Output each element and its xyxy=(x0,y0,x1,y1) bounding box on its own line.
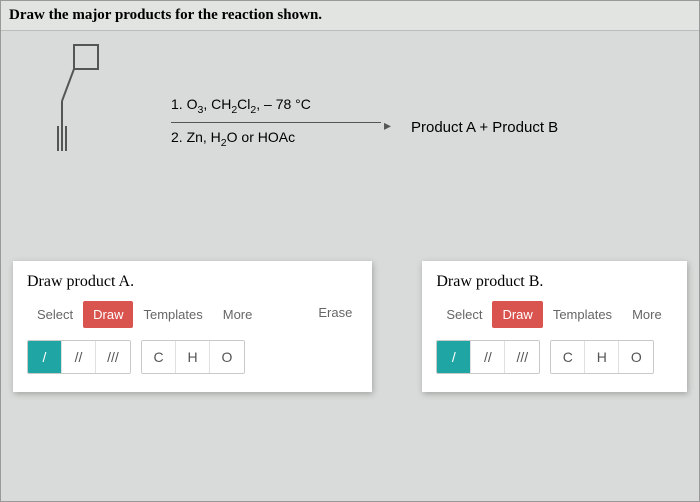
hydrogen-button[interactable]: H xyxy=(585,341,619,373)
arrowhead-icon: ▸ xyxy=(384,117,391,134)
reactant-structure xyxy=(56,41,116,161)
erase-button[interactable]: Erase xyxy=(318,305,352,320)
panel-product-a: Draw product A. Select Draw Templates Mo… xyxy=(13,261,372,392)
question-container: Draw the major products for the reaction… xyxy=(0,0,700,502)
panel-b-tools: / // /// C H O xyxy=(436,340,673,374)
bond-tools: / // /// xyxy=(27,340,131,374)
atom-tools: C H O xyxy=(550,340,654,374)
reaction-scheme: 1. O3, CH2Cl2, – 78 °C ▸ 2. Zn, H2O or H… xyxy=(1,31,699,261)
condition-step-1: 1. O3, CH2Cl2, – 78 °C xyxy=(171,96,401,116)
panel-product-b: Draw product B. Select Draw Templates Mo… xyxy=(422,261,687,392)
tab-more[interactable]: More xyxy=(213,301,263,328)
reaction-conditions: 1. O3, CH2Cl2, – 78 °C ▸ 2. Zn, H2O or H… xyxy=(171,96,401,149)
reaction-arrow: ▸ xyxy=(171,122,381,123)
atom-tools: C H O xyxy=(141,340,245,374)
double-bond-button[interactable]: // xyxy=(471,341,505,373)
double-bond-button[interactable]: // xyxy=(62,341,96,373)
tab-templates[interactable]: Templates xyxy=(543,301,622,328)
drawing-panels: Draw product A. Select Draw Templates Mo… xyxy=(1,261,699,392)
products-label: Product A + Product B xyxy=(411,119,558,136)
oxygen-button[interactable]: O xyxy=(210,341,244,373)
question-prompt: Draw the major products for the reaction… xyxy=(1,1,699,31)
triple-bond-button[interactable]: /// xyxy=(96,341,130,373)
oxygen-button[interactable]: O xyxy=(619,341,653,373)
single-bond-button[interactable]: / xyxy=(437,341,471,373)
bond-tools: / // /// xyxy=(436,340,540,374)
hydrogen-button[interactable]: H xyxy=(176,341,210,373)
carbon-button[interactable]: C xyxy=(551,341,585,373)
panel-a-title: Draw product A. xyxy=(27,273,358,291)
tab-draw[interactable]: Draw xyxy=(492,301,542,328)
triple-bond-button[interactable]: /// xyxy=(505,341,539,373)
panel-b-tabs: Select Draw Templates More xyxy=(436,301,673,328)
tab-more[interactable]: More xyxy=(622,301,672,328)
panel-a-tools: / // /// C H O xyxy=(27,340,358,374)
panel-a-tabs: Select Draw Templates More xyxy=(27,301,358,328)
single-bond-button[interactable]: / xyxy=(28,341,62,373)
tab-select[interactable]: Select xyxy=(27,301,83,328)
tab-templates[interactable]: Templates xyxy=(133,301,212,328)
condition-step-2: 2. Zn, H2O or HOAc xyxy=(171,129,401,149)
tab-select[interactable]: Select xyxy=(436,301,492,328)
tab-draw[interactable]: Draw xyxy=(83,301,133,328)
panel-b-title: Draw product B. xyxy=(436,273,673,291)
carbon-button[interactable]: C xyxy=(142,341,176,373)
